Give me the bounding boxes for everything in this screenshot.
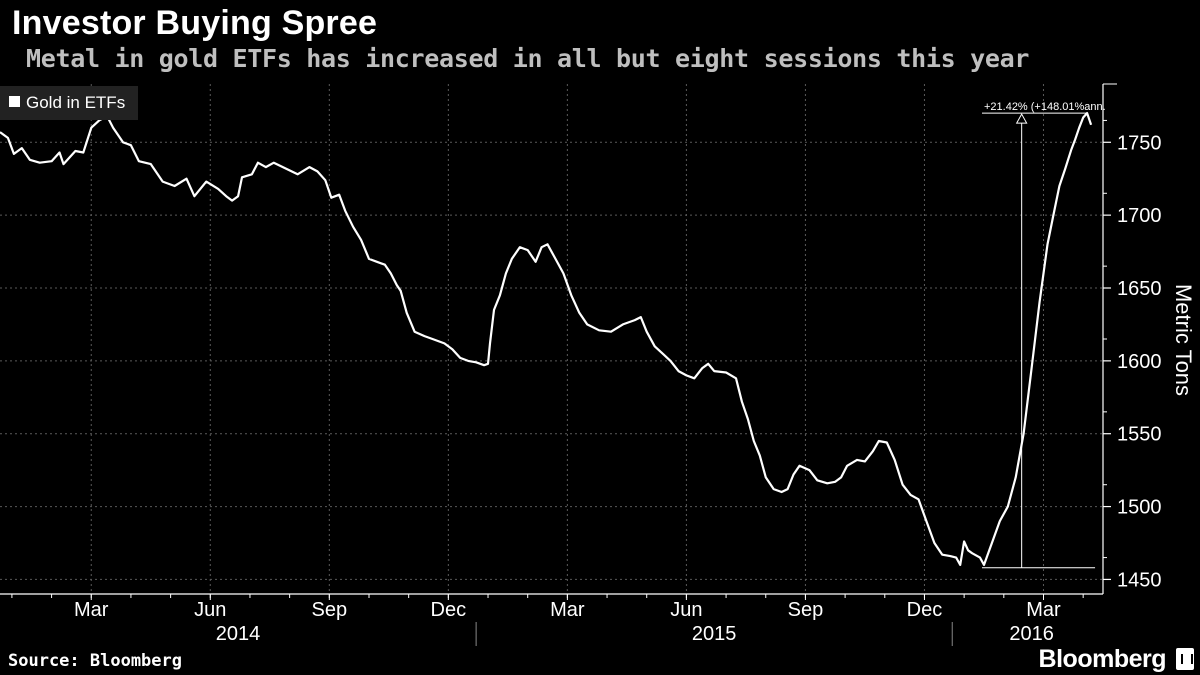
chart-subtitle: Metal in gold ETFs has increased in all … [26, 44, 1030, 73]
x-axis: Mar Jun Sep Dec Mar Jun Sep Dec Mar 2014 2015 2016 [0, 593, 1103, 646]
x-tick-label: Mar [1026, 599, 1061, 621]
plot-area [0, 84, 1103, 594]
annotation-layer: +21.42% (+148.01%ann. [981, 101, 1106, 569]
x-tick-label: Mar [74, 599, 109, 621]
annotation-arrow-head [1015, 113, 1028, 124]
bloomberg-wordmark: Bloomberg [1038, 645, 1167, 673]
y-tick-label: 1750 [1117, 132, 1162, 154]
y-axis: 1450 1500 1550 1600 1650 1700 1750 [1102, 83, 1162, 594]
chart-title: Investor Buying Spree [12, 4, 378, 42]
y-tick-label: 1450 [1117, 569, 1162, 591]
series-layer [0, 112, 1093, 566]
y-tick-label: 1500 [1117, 497, 1162, 519]
series-line-0 [0, 112, 1093, 566]
x-tick-label: Dec [431, 599, 467, 621]
y-tick-label: 1650 [1117, 278, 1162, 300]
x-tick-label: Jun [670, 599, 702, 621]
legend-swatch [9, 96, 20, 107]
vertical-gridlines [90, 84, 1044, 594]
y-tick-label: 1700 [1117, 205, 1162, 227]
x-tick-label: Sep [788, 599, 824, 621]
annotation-label: +21.42% (+148.01%ann. [984, 101, 1106, 113]
y-axis-label: Metric Tons [1171, 284, 1196, 396]
legend-label: Gold in ETFs [26, 93, 125, 112]
legend-box [0, 86, 138, 120]
legend: Gold in ETFs [0, 86, 138, 120]
x-year-label: 2016 [1009, 623, 1054, 645]
source-note: Source: Bloomberg [8, 651, 182, 671]
bloomberg-logo-icon [1176, 648, 1194, 670]
x-year-label: 2015 [692, 623, 737, 645]
y-tick-label: 1600 [1117, 351, 1162, 373]
x-tick-label: Jun [194, 599, 226, 621]
x-tick-label: Sep [312, 599, 348, 621]
x-year-label: 2014 [216, 623, 261, 645]
y-tick-label: 1550 [1117, 424, 1162, 446]
horizontal-gridlines [0, 141, 1103, 580]
x-tick-label: Dec [907, 599, 943, 621]
x-tick-label: Mar [550, 599, 585, 621]
